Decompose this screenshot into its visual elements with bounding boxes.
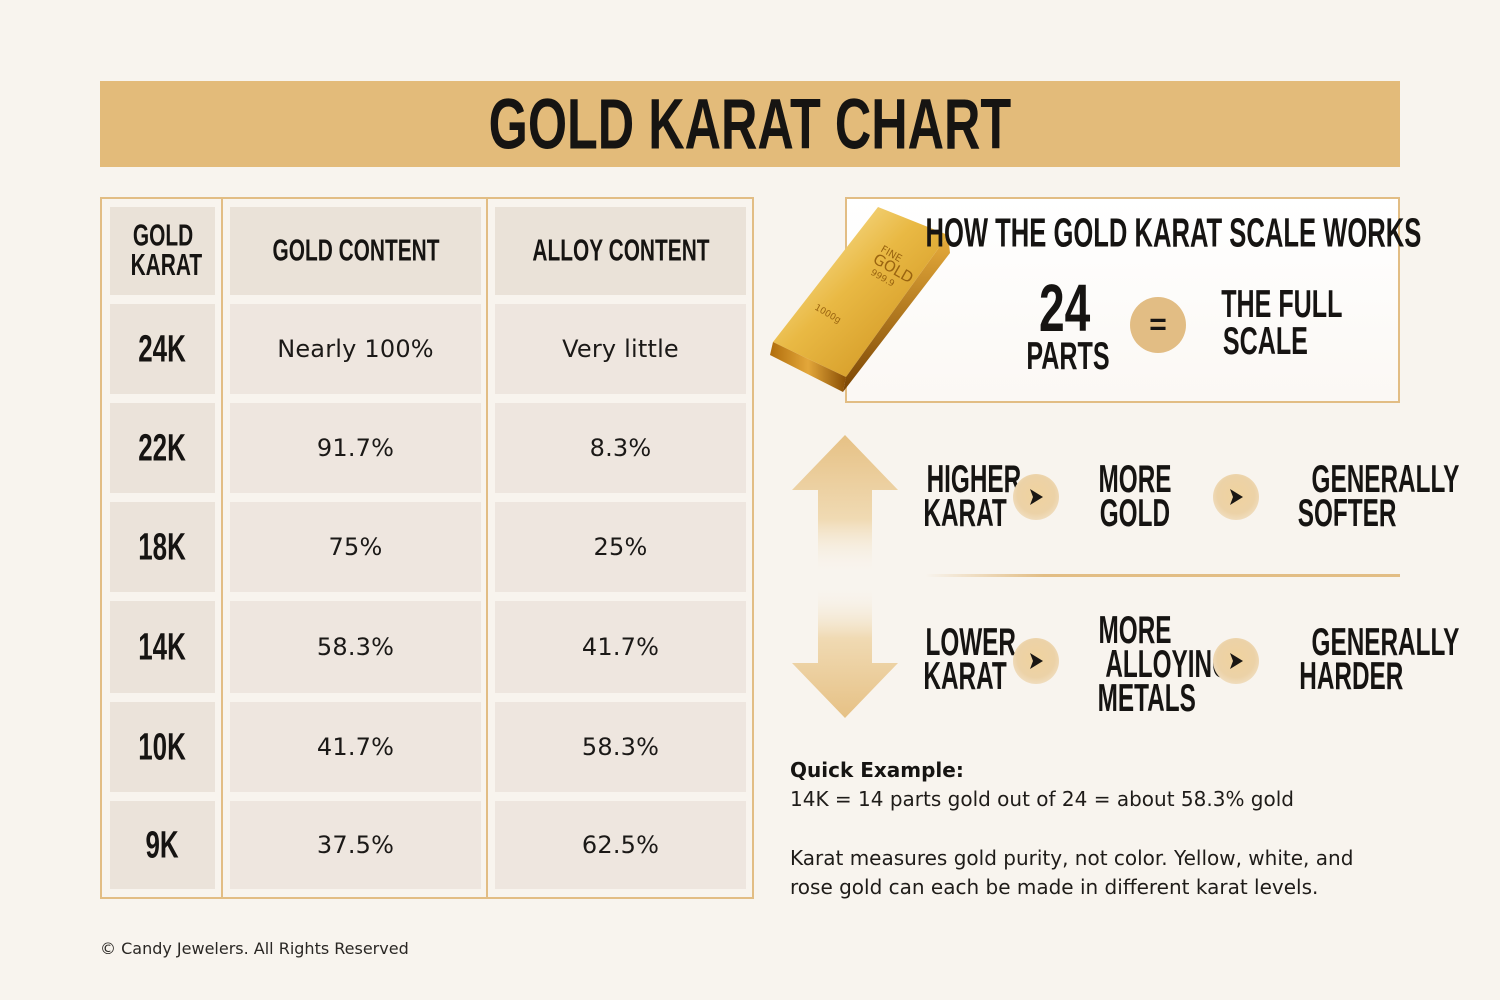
scale-number: 24	[1039, 270, 1091, 346]
table-cell-gold: 41.7%	[230, 702, 481, 792]
table-cell-alloy: Very little	[495, 304, 746, 394]
flow-generally-softer: GENERALLY SOFTER	[1297, 458, 1460, 536]
chevron-right-icon	[1013, 474, 1059, 520]
table-header-gold-content: GOLD CONTENT	[230, 207, 481, 295]
table-cell-alloy: 41.7%	[495, 601, 746, 693]
table-cell-alloy: 62.5%	[495, 801, 746, 889]
flow-more-gold: MORE GOLD	[1098, 458, 1172, 536]
table-column-divider	[221, 199, 223, 897]
table-row-karat: 10K	[110, 702, 215, 792]
gold-bar-icon: FINE GOLD 999.9 1000g	[770, 207, 950, 392]
table-header-alloy-content: ALLOY CONTENT	[495, 207, 746, 295]
table-row-karat: 22K	[110, 403, 215, 493]
up-arrow-icon	[792, 435, 898, 575]
title-banner: GOLD KARAT CHART	[100, 81, 1400, 167]
table-cell-gold: Nearly 100%	[230, 304, 481, 394]
chevron-right-icon	[1213, 474, 1259, 520]
flow-higher-karat: HIGHER KARAT	[923, 458, 1022, 536]
flow-generally-harder: GENERALLY HARDER	[1299, 621, 1460, 699]
chevron-right-icon	[1213, 638, 1259, 684]
scale-full-label: THE FULL SCALE	[1221, 283, 1343, 364]
down-arrow-icon	[792, 585, 898, 718]
table-row-karat: 9K	[110, 801, 215, 889]
page-title: GOLD KARAT CHART	[488, 84, 1012, 164]
equals-icon: =	[1130, 297, 1186, 353]
table-cell-gold: 37.5%	[230, 801, 481, 889]
table-cell-alloy: 58.3%	[495, 702, 746, 792]
table-cell-gold: 75%	[230, 502, 481, 592]
example-label: Quick Example:	[790, 758, 964, 782]
scale-parts-label: PARTS	[1026, 335, 1110, 379]
scale-title: HOW THE GOLD KARAT SCALE WORKS	[925, 210, 1421, 255]
table-cell-alloy: 25%	[495, 502, 746, 592]
flow-divider	[925, 574, 1400, 577]
table-row-karat: 18K	[110, 502, 215, 592]
table-cell-gold: 58.3%	[230, 601, 481, 693]
table-row-karat: 14K	[110, 601, 215, 693]
copyright-text: © Candy Jewelers. All Rights Reserved	[100, 939, 409, 958]
flow-lower-karat: LOWER KARAT	[923, 621, 1016, 699]
table-cell-alloy: 8.3%	[495, 403, 746, 493]
table-row-karat: 24K	[110, 304, 215, 394]
chevron-right-icon	[1013, 638, 1059, 684]
table-cell-gold: 91.7%	[230, 403, 481, 493]
note-text: Karat measures gold purity, not color. Y…	[790, 846, 1354, 899]
table-column-divider	[486, 199, 488, 897]
flow-more-alloying-metals: MORE ALLOYING METALS	[1097, 609, 1231, 721]
table-header-karat: GOLD KARAT	[110, 207, 215, 295]
karat-table: GOLD KARAT GOLD CONTENT ALLOY CONTENT 24…	[100, 197, 754, 899]
example-text: 14K = 14 parts gold out of 24 = about 58…	[790, 787, 1294, 811]
